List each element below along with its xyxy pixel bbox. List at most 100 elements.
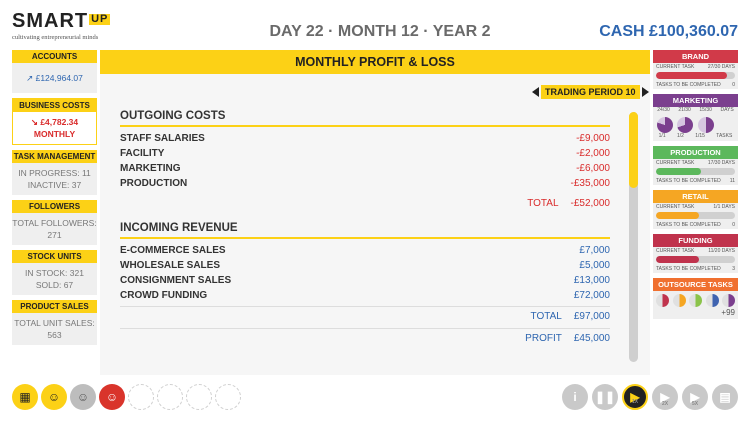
line-item-row: STAFF SALARIES -£9,000 xyxy=(120,131,610,146)
profit-label: PROFIT xyxy=(525,333,562,344)
cash-balance: CASH £100,360.07 xyxy=(599,23,738,40)
product-sales-title: PRODUCT SALES xyxy=(12,300,97,313)
outsource-card[interactable]: OUTSOURCE TASKS +99 xyxy=(653,278,738,319)
business-costs-value: ↘ £4,782.34 xyxy=(30,117,79,127)
car-icon: ▶ xyxy=(690,390,700,404)
tasks-inactive: INACTIVE: 37 xyxy=(27,180,82,190)
empty-slot[interactable] xyxy=(186,384,212,410)
next-period-icon[interactable] xyxy=(641,87,649,97)
trading-period-label: TRADING PERIOD 10 xyxy=(541,85,640,99)
brand-tasks-label: TASKS TO BE COMPLETED xyxy=(656,82,721,88)
line-item-label: CROWD FUNDING xyxy=(120,290,208,301)
product-sales-card[interactable]: PRODUCT SALES TOTAL UNIT SALES: 563 xyxy=(12,300,97,345)
finance-staff-button[interactable]: ☺ xyxy=(41,384,67,410)
retail-current-task-label: CURRENT TASK xyxy=(656,204,695,210)
line-item-label: CONSIGNMENT SALES xyxy=(120,275,232,286)
retail-tasks: 0 xyxy=(732,222,735,228)
empty-slot[interactable] xyxy=(157,384,183,410)
retail-progress-fill xyxy=(656,212,700,219)
line-item-row: WHOLESALE SALES £5,000 xyxy=(120,258,610,273)
accounts-value: ↗ £124,964.07 xyxy=(26,73,83,83)
car-icon: ▶ xyxy=(660,390,670,404)
retail-tasks-label: TASKS TO BE COMPLETED xyxy=(656,222,721,228)
save-icon: ▤ xyxy=(719,390,731,404)
product-sales-label: TOTAL UNIT SALES: xyxy=(14,318,95,328)
outsource-dot xyxy=(689,294,702,307)
line-item-value: £13,000 xyxy=(573,275,610,286)
logo-up: UP xyxy=(89,13,111,25)
brand-current-task-label: CURRENT TASK xyxy=(656,64,695,70)
game-controls: i ❚❚ ▶ 1X ▶ 2X ▶ 5X ▤ xyxy=(562,384,738,410)
line-item-label: FACILITY xyxy=(120,148,165,159)
product-sales-total: 563 xyxy=(47,330,62,340)
star-staff-button[interactable]: ☺ xyxy=(99,384,125,410)
marketing-bottom-label: TASKS xyxy=(716,133,733,139)
scrollbar-thumb[interactable] xyxy=(629,112,638,188)
line-item-label: STAFF SALARIES xyxy=(120,133,205,144)
retail-card[interactable]: RETAIL CURRENT TASK 1/1 DAYS TASKS TO BE … xyxy=(653,190,738,229)
save-button[interactable]: ▤ xyxy=(712,384,738,410)
followers-card[interactable]: FOLLOWERS TOTAL FOLLOWERS: 271 xyxy=(12,200,97,245)
line-item-value: -£35,000 xyxy=(570,178,610,189)
marketing-pie xyxy=(657,117,674,133)
stock-units-card[interactable]: STOCK UNITS IN STOCK: 321 SOLD: 67 xyxy=(12,250,97,295)
right-sidebar: BRAND CURRENT TASK 27/30 DAYS TASKS TO BE… xyxy=(653,50,738,324)
stock-in: IN STOCK: 321 xyxy=(25,268,84,278)
profit-loss-panel: MONTHLY PROFIT & LOSS TRADING PERIOD 10 … xyxy=(100,50,650,375)
building-button[interactable]: ▦ xyxy=(12,384,38,410)
trading-period-selector: TRADING PERIOD 10 xyxy=(532,85,649,99)
marketing-top-label: 21/30 xyxy=(678,107,691,113)
funding-card[interactable]: FUNDING CURRENT TASK 11/20 DAYS TASKS TO … xyxy=(653,234,738,273)
add-staff-button[interactable]: ☺ xyxy=(70,384,96,410)
empty-slot[interactable] xyxy=(215,384,241,410)
logo-word: SMART xyxy=(12,10,89,32)
retail-progress-bar xyxy=(656,212,735,219)
panel-title: MONTHLY PROFIT & LOSS xyxy=(100,50,650,74)
speed-5x-button[interactable]: ▶ 5X xyxy=(682,384,708,410)
accounts-title: ACCOUNTS xyxy=(12,50,97,63)
line-item-row: MARKETING -£6,000 xyxy=(120,161,610,176)
pause-button[interactable]: ❚❚ xyxy=(592,384,618,410)
production-current-task-label: CURRENT TASK xyxy=(656,160,695,166)
speed-label: 5X xyxy=(691,401,699,407)
outsource-more: +99 xyxy=(721,308,735,317)
outsource-dot xyxy=(722,294,735,307)
outgoing-total-label: TOTAL xyxy=(527,198,559,209)
marketing-pie xyxy=(697,117,714,133)
empty-slot[interactable] xyxy=(128,384,154,410)
speed-2x-button[interactable]: ▶ 2X xyxy=(652,384,678,410)
line-item-value: -£6,000 xyxy=(576,163,610,174)
stock-sold: SOLD: 67 xyxy=(35,280,74,290)
outsource-dot xyxy=(672,294,686,307)
line-item-label: E-COMMERCE SALES xyxy=(120,245,226,256)
accounts-card[interactable]: ACCOUNTS ↗ £124,964.07 xyxy=(12,50,97,93)
tasks-in-progress: IN PROGRESS: 11 xyxy=(18,168,91,178)
pause-icon: ❚❚ xyxy=(594,390,616,404)
outsource-dot xyxy=(705,294,719,307)
scrollbar[interactable] xyxy=(629,112,638,362)
incoming-revenue-title: INCOMING REVENUE xyxy=(120,222,610,239)
marketing-card[interactable]: MARKETING 24/30 21/30 15/30 DAYS 1/1 1/2… xyxy=(653,94,738,141)
followers-title: FOLLOWERS xyxy=(12,200,97,213)
line-item-value: £72,000 xyxy=(573,290,610,301)
production-progress-fill xyxy=(656,168,702,175)
task-management-card[interactable]: TASK MANAGEMENT IN PROGRESS: 11 INACTIVE… xyxy=(12,150,97,195)
car-icon: ▶ xyxy=(630,390,640,404)
retail-title: RETAIL xyxy=(653,190,738,203)
production-card[interactable]: PRODUCTION CURRENT TASK 17/30 DAYS TASKS … xyxy=(653,146,738,185)
line-item-row: FACILITY -£2,000 xyxy=(120,146,610,161)
line-item-row: E-COMMERCE SALES £7,000 xyxy=(120,243,610,258)
business-costs-card[interactable]: BUSINESS COSTS ↘ £4,782.34 MONTHLY xyxy=(12,98,97,145)
speed-1x-button[interactable]: ▶ 1X xyxy=(622,384,648,410)
info-button[interactable]: i xyxy=(562,384,588,410)
prev-period-icon[interactable] xyxy=(532,87,539,97)
outsource-title: OUTSOURCE TASKS xyxy=(653,278,738,291)
production-tasks-label: TASKS TO BE COMPLETED xyxy=(656,178,721,184)
marketing-pie xyxy=(677,117,694,133)
department-buttons: ▦ ☺ ☺ ☺ xyxy=(12,384,241,410)
line-item-row: CROWD FUNDING £72,000 xyxy=(120,288,610,303)
app-logo: SMART UP cultivating entrepreneurial mind… xyxy=(12,10,111,41)
brand-card[interactable]: BRAND CURRENT TASK 27/30 DAYS TASKS TO BE… xyxy=(653,50,738,89)
line-item-label: PRODUCTION xyxy=(120,178,188,189)
game-date: DAY 22 · MONTH 12 · YEAR 2 xyxy=(269,23,491,40)
